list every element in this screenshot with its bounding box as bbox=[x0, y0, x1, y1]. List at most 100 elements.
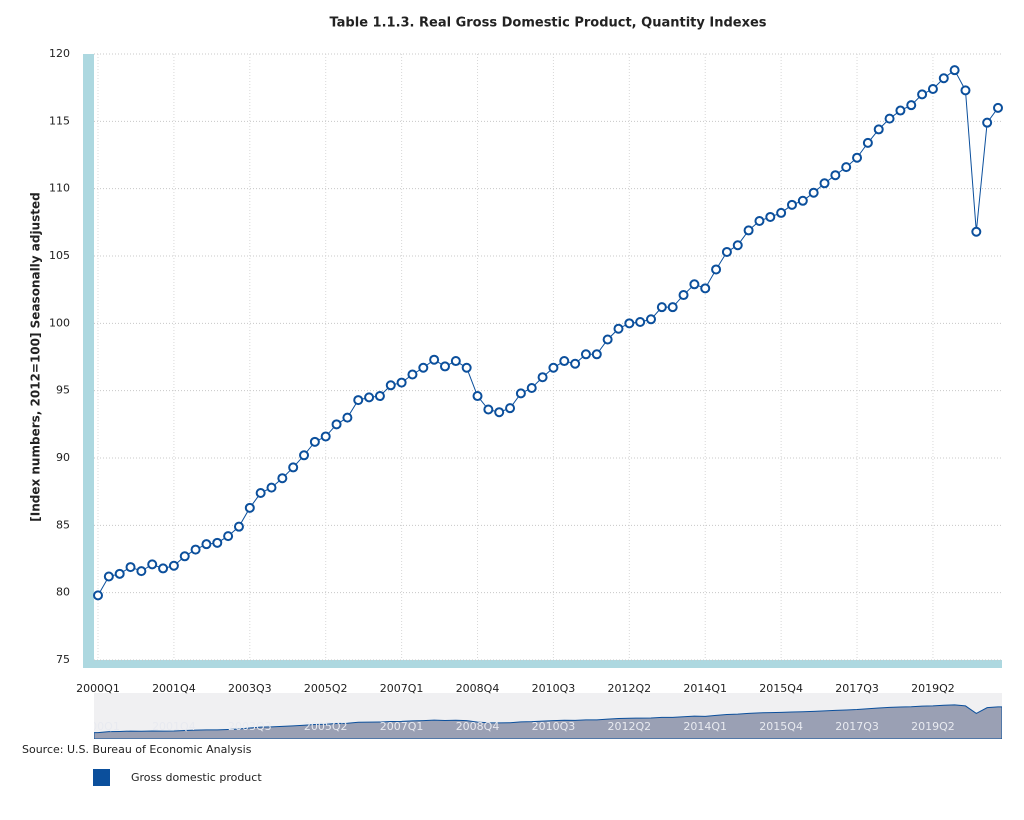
data-point bbox=[982, 117, 993, 128]
data-point bbox=[570, 358, 581, 369]
data-point bbox=[635, 316, 646, 327]
data-point bbox=[103, 571, 114, 582]
data-point bbox=[168, 560, 179, 571]
y-tick-label: 80 bbox=[56, 586, 70, 599]
data-point bbox=[808, 187, 819, 198]
y-scrollbar[interactable] bbox=[83, 54, 94, 668]
data-point bbox=[548, 362, 559, 373]
x-tick-label: 2005Q2 bbox=[304, 682, 348, 695]
data-point bbox=[776, 207, 787, 218]
y-tick-label: 95 bbox=[56, 384, 70, 397]
navigator: 2000Q1 2001Q4 2003Q3 2005Q2 2007Q1 2008Q4 2010… bbox=[76, 704, 1002, 739]
data-point bbox=[147, 559, 158, 570]
data-point bbox=[190, 544, 201, 555]
data-point bbox=[93, 590, 103, 601]
data-point bbox=[136, 566, 147, 577]
data-point bbox=[754, 215, 765, 226]
data-point bbox=[450, 356, 461, 367]
data-point bbox=[342, 412, 353, 423]
data-point bbox=[385, 380, 396, 391]
navigator-label: 2001Q4 bbox=[152, 720, 196, 733]
data-point bbox=[830, 170, 841, 181]
data-point bbox=[732, 240, 743, 251]
data-point bbox=[949, 65, 960, 76]
data-point bbox=[537, 372, 548, 383]
data-point bbox=[656, 302, 667, 313]
data-point bbox=[255, 488, 266, 499]
x-scrollbar[interactable] bbox=[94, 660, 1002, 668]
data-point bbox=[418, 362, 429, 373]
data-point bbox=[526, 382, 537, 393]
data-point bbox=[396, 377, 407, 388]
y-axis-label: [Index numbers, 2012=100] Seasonally adj… bbox=[29, 192, 43, 522]
x-tick-label: 2019Q2 bbox=[911, 682, 955, 695]
navigator-label: 2017Q3 bbox=[835, 720, 879, 733]
data-point bbox=[711, 264, 722, 275]
navigator-label: 2008Q4 bbox=[456, 720, 500, 733]
x-tick-label: 2015Q4 bbox=[759, 682, 803, 695]
data-point bbox=[201, 539, 212, 550]
y-tick-label: 85 bbox=[56, 518, 70, 531]
data-point bbox=[483, 404, 494, 415]
data-point bbox=[819, 178, 830, 189]
data-point bbox=[895, 105, 906, 116]
data-point bbox=[602, 334, 613, 345]
legend-label[interactable]: Gross domestic product bbox=[131, 771, 262, 784]
data-point bbox=[960, 85, 971, 96]
y-tick-label: 110 bbox=[49, 182, 70, 195]
x-tick-label: 2014Q1 bbox=[683, 682, 727, 695]
data-point bbox=[884, 113, 895, 124]
data-point bbox=[233, 521, 244, 532]
data-point bbox=[331, 419, 342, 430]
navigator-label: 2012Q2 bbox=[607, 720, 651, 733]
data-point bbox=[158, 563, 169, 574]
data-point bbox=[591, 349, 602, 360]
chart-title: Table 1.1.3. Real Gross Domestic Product… bbox=[329, 16, 766, 31]
data-point bbox=[938, 73, 949, 84]
navigator-label: 2000Q1 bbox=[76, 720, 120, 733]
data-point bbox=[353, 395, 364, 406]
data-point bbox=[906, 100, 917, 111]
data-point bbox=[244, 502, 255, 513]
data-point bbox=[841, 162, 852, 173]
data-point bbox=[971, 226, 982, 237]
y-tick-label: 90 bbox=[56, 451, 70, 464]
data-point bbox=[125, 562, 136, 573]
navigator-label: 2019Q2 bbox=[911, 720, 955, 733]
data-point bbox=[407, 369, 418, 380]
data-point bbox=[309, 436, 320, 447]
data-point bbox=[580, 349, 591, 360]
series-line bbox=[97, 69, 999, 596]
data-point bbox=[212, 537, 223, 548]
data-point bbox=[678, 290, 689, 301]
data-point bbox=[559, 356, 570, 367]
data-point bbox=[364, 392, 375, 403]
data-point bbox=[505, 403, 516, 414]
data-point bbox=[993, 102, 1003, 113]
legend-swatch[interactable] bbox=[93, 769, 110, 786]
data-point bbox=[613, 323, 624, 334]
x-tick-label: 2008Q4 bbox=[456, 682, 500, 695]
x-tick-label: 2003Q3 bbox=[228, 682, 272, 695]
y-tick-label: 120 bbox=[49, 47, 70, 60]
navigator-label: 2015Q4 bbox=[759, 720, 803, 733]
y-tick-label: 100 bbox=[49, 316, 70, 329]
data-point bbox=[277, 473, 288, 484]
navigator-area bbox=[94, 704, 1002, 739]
data-point bbox=[721, 246, 732, 257]
x-tick-label: 2000Q1 bbox=[76, 682, 120, 695]
data-point bbox=[743, 225, 754, 236]
data-point bbox=[299, 450, 310, 461]
navigator-label: 2010Q3 bbox=[532, 720, 576, 733]
data-point bbox=[667, 302, 678, 313]
navigator-label: 2007Q1 bbox=[380, 720, 424, 733]
data-point bbox=[288, 462, 299, 473]
x-tick-label: 2007Q1 bbox=[380, 682, 424, 695]
data-point bbox=[862, 137, 873, 148]
x-tick-label: 2010Q3 bbox=[532, 682, 576, 695]
data-point bbox=[472, 391, 483, 402]
y-tick-label: 105 bbox=[49, 249, 70, 262]
x-tick-label: 2017Q3 bbox=[835, 682, 879, 695]
data-point bbox=[461, 362, 472, 373]
